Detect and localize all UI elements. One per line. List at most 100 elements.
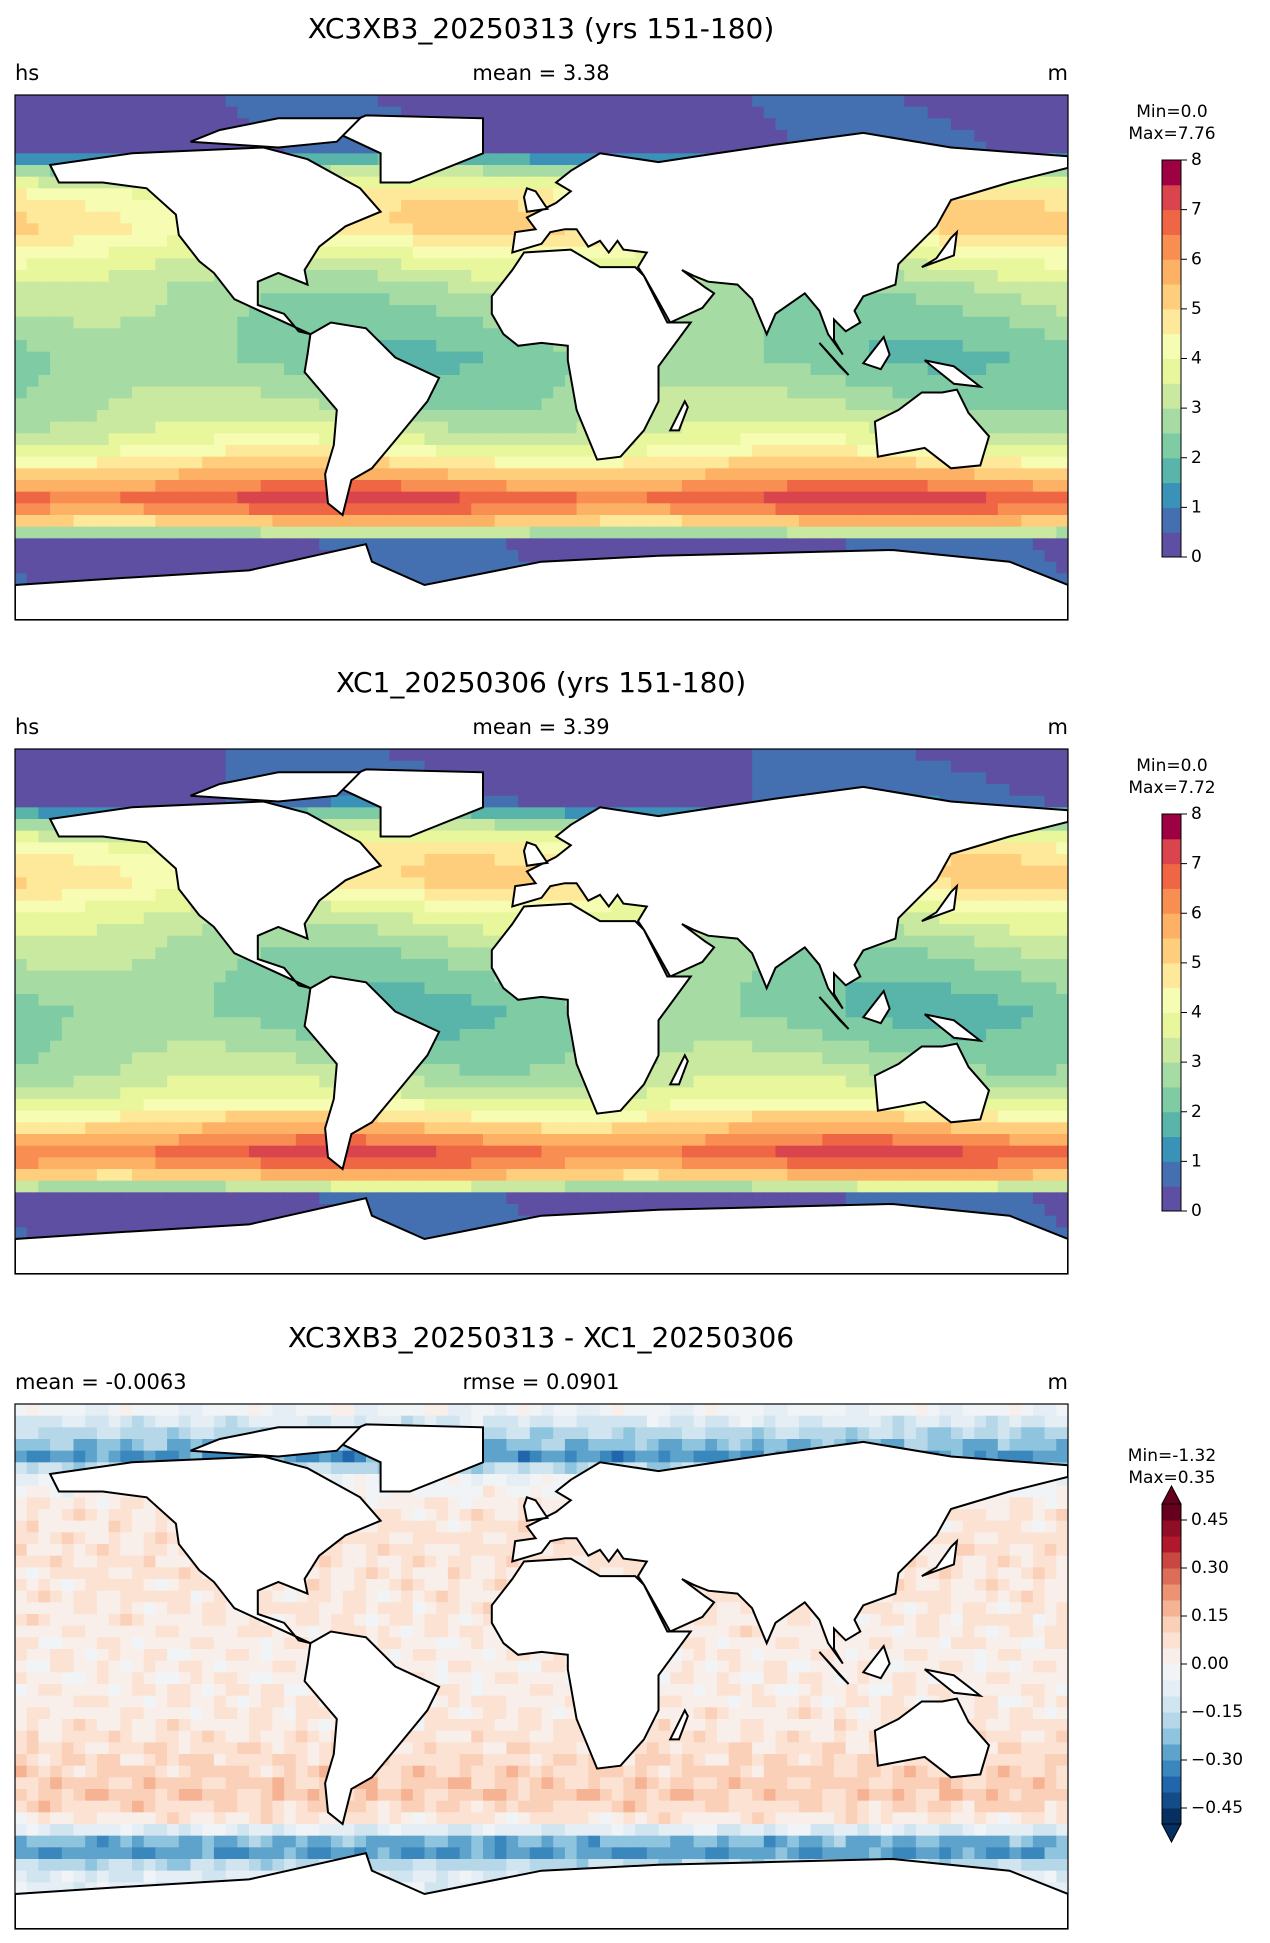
- field-cell: [495, 480, 507, 492]
- field-cell: [565, 492, 577, 504]
- field-cell: [50, 130, 62, 142]
- field-cell: [1033, 95, 1045, 107]
- field-cell: [401, 503, 413, 515]
- field-cell: [998, 375, 1010, 387]
- field-cell: [50, 772, 62, 784]
- field-cell: [331, 142, 343, 154]
- field-cell: [436, 363, 448, 375]
- colorbar-segment: [1162, 334, 1181, 359]
- field-cell: [226, 95, 238, 107]
- field-cell: [963, 527, 975, 539]
- field-cell: [916, 515, 928, 527]
- field-cell: [764, 749, 776, 761]
- field-cell: [1021, 223, 1033, 235]
- field-cell: [1033, 550, 1045, 562]
- field-cell: [15, 854, 27, 866]
- field-cell: [366, 807, 378, 819]
- field-cell: [928, 130, 940, 142]
- field-cell: [776, 433, 788, 445]
- field-cell: [916, 317, 928, 329]
- field-cell: [857, 118, 869, 130]
- field-cell: [623, 515, 635, 527]
- field-cell: [354, 282, 366, 294]
- field-cell: [167, 480, 179, 492]
- field-cell: [518, 819, 530, 831]
- field-cell: [705, 480, 717, 492]
- field-cell: [483, 550, 495, 562]
- field-cell: [694, 352, 706, 364]
- field-cell: [436, 749, 448, 761]
- field-cell: [27, 375, 39, 387]
- field-cell: [670, 749, 682, 761]
- field-cell: [155, 749, 167, 761]
- field-cell: [401, 468, 413, 480]
- field-cell: [986, 842, 998, 854]
- field-cell: [1021, 761, 1033, 773]
- field-cell: [506, 480, 518, 492]
- field-cell: [261, 282, 273, 294]
- field-cell: [389, 503, 401, 515]
- field-cell: [893, 375, 905, 387]
- field-cell: [191, 95, 203, 107]
- field-cell: [413, 492, 425, 504]
- field-cell: [97, 212, 109, 224]
- field-cell: [787, 515, 799, 527]
- field-cell: [635, 95, 647, 107]
- field-cell: [425, 515, 437, 527]
- field-cell: [553, 433, 565, 445]
- field-cell: [378, 527, 390, 539]
- field-cell: [202, 352, 214, 364]
- field-cell: [764, 433, 776, 445]
- field-cell: [740, 328, 752, 340]
- field-cell: [729, 293, 741, 305]
- field-cell: [471, 270, 483, 282]
- field-cell: [542, 457, 554, 469]
- field-cell: [144, 317, 156, 329]
- field-cell: [694, 118, 706, 130]
- field-cell: [916, 282, 928, 294]
- field-cell: [998, 235, 1010, 247]
- field-cell: [448, 188, 460, 200]
- field-cell: [85, 562, 97, 574]
- field-cell: [1010, 480, 1022, 492]
- field-cell: [682, 749, 694, 761]
- field-cell: [15, 515, 27, 527]
- field-cell: [109, 130, 121, 142]
- field-cell: [647, 422, 659, 434]
- field-cell: [191, 410, 203, 422]
- field-cell: [97, 503, 109, 515]
- field-cell: [647, 796, 659, 808]
- field-cell: [436, 480, 448, 492]
- field-cell: [588, 118, 600, 130]
- field-cell: [471, 165, 483, 177]
- field-cell: [15, 130, 27, 142]
- field-cell: [822, 503, 834, 515]
- field-cell: [881, 468, 893, 480]
- field-cell: [740, 410, 752, 422]
- field-cell: [97, 340, 109, 352]
- field-cell: [1010, 130, 1022, 142]
- field-cell: [167, 305, 179, 317]
- field-cell: [179, 480, 191, 492]
- field-cell: [694, 363, 706, 375]
- field-cell: [939, 784, 951, 796]
- field-cell: [284, 328, 296, 340]
- field-cell: [974, 328, 986, 340]
- field-cell: [1033, 772, 1045, 784]
- field-cell: [705, 761, 717, 773]
- field-cell: [74, 282, 86, 294]
- field-cell: [436, 95, 448, 107]
- field-cell: [483, 247, 495, 259]
- field-cell: [542, 130, 554, 142]
- field-cell: [284, 538, 296, 550]
- field-cell: [343, 95, 355, 107]
- field-cell: [530, 538, 542, 550]
- field-cell: [857, 503, 869, 515]
- field-cell: [413, 562, 425, 574]
- field-cell: [577, 772, 589, 784]
- field-cell: [542, 515, 554, 527]
- field-cell: [319, 293, 331, 305]
- field-cell: [460, 305, 472, 317]
- field-cell: [74, 293, 86, 305]
- field-cell: [38, 118, 50, 130]
